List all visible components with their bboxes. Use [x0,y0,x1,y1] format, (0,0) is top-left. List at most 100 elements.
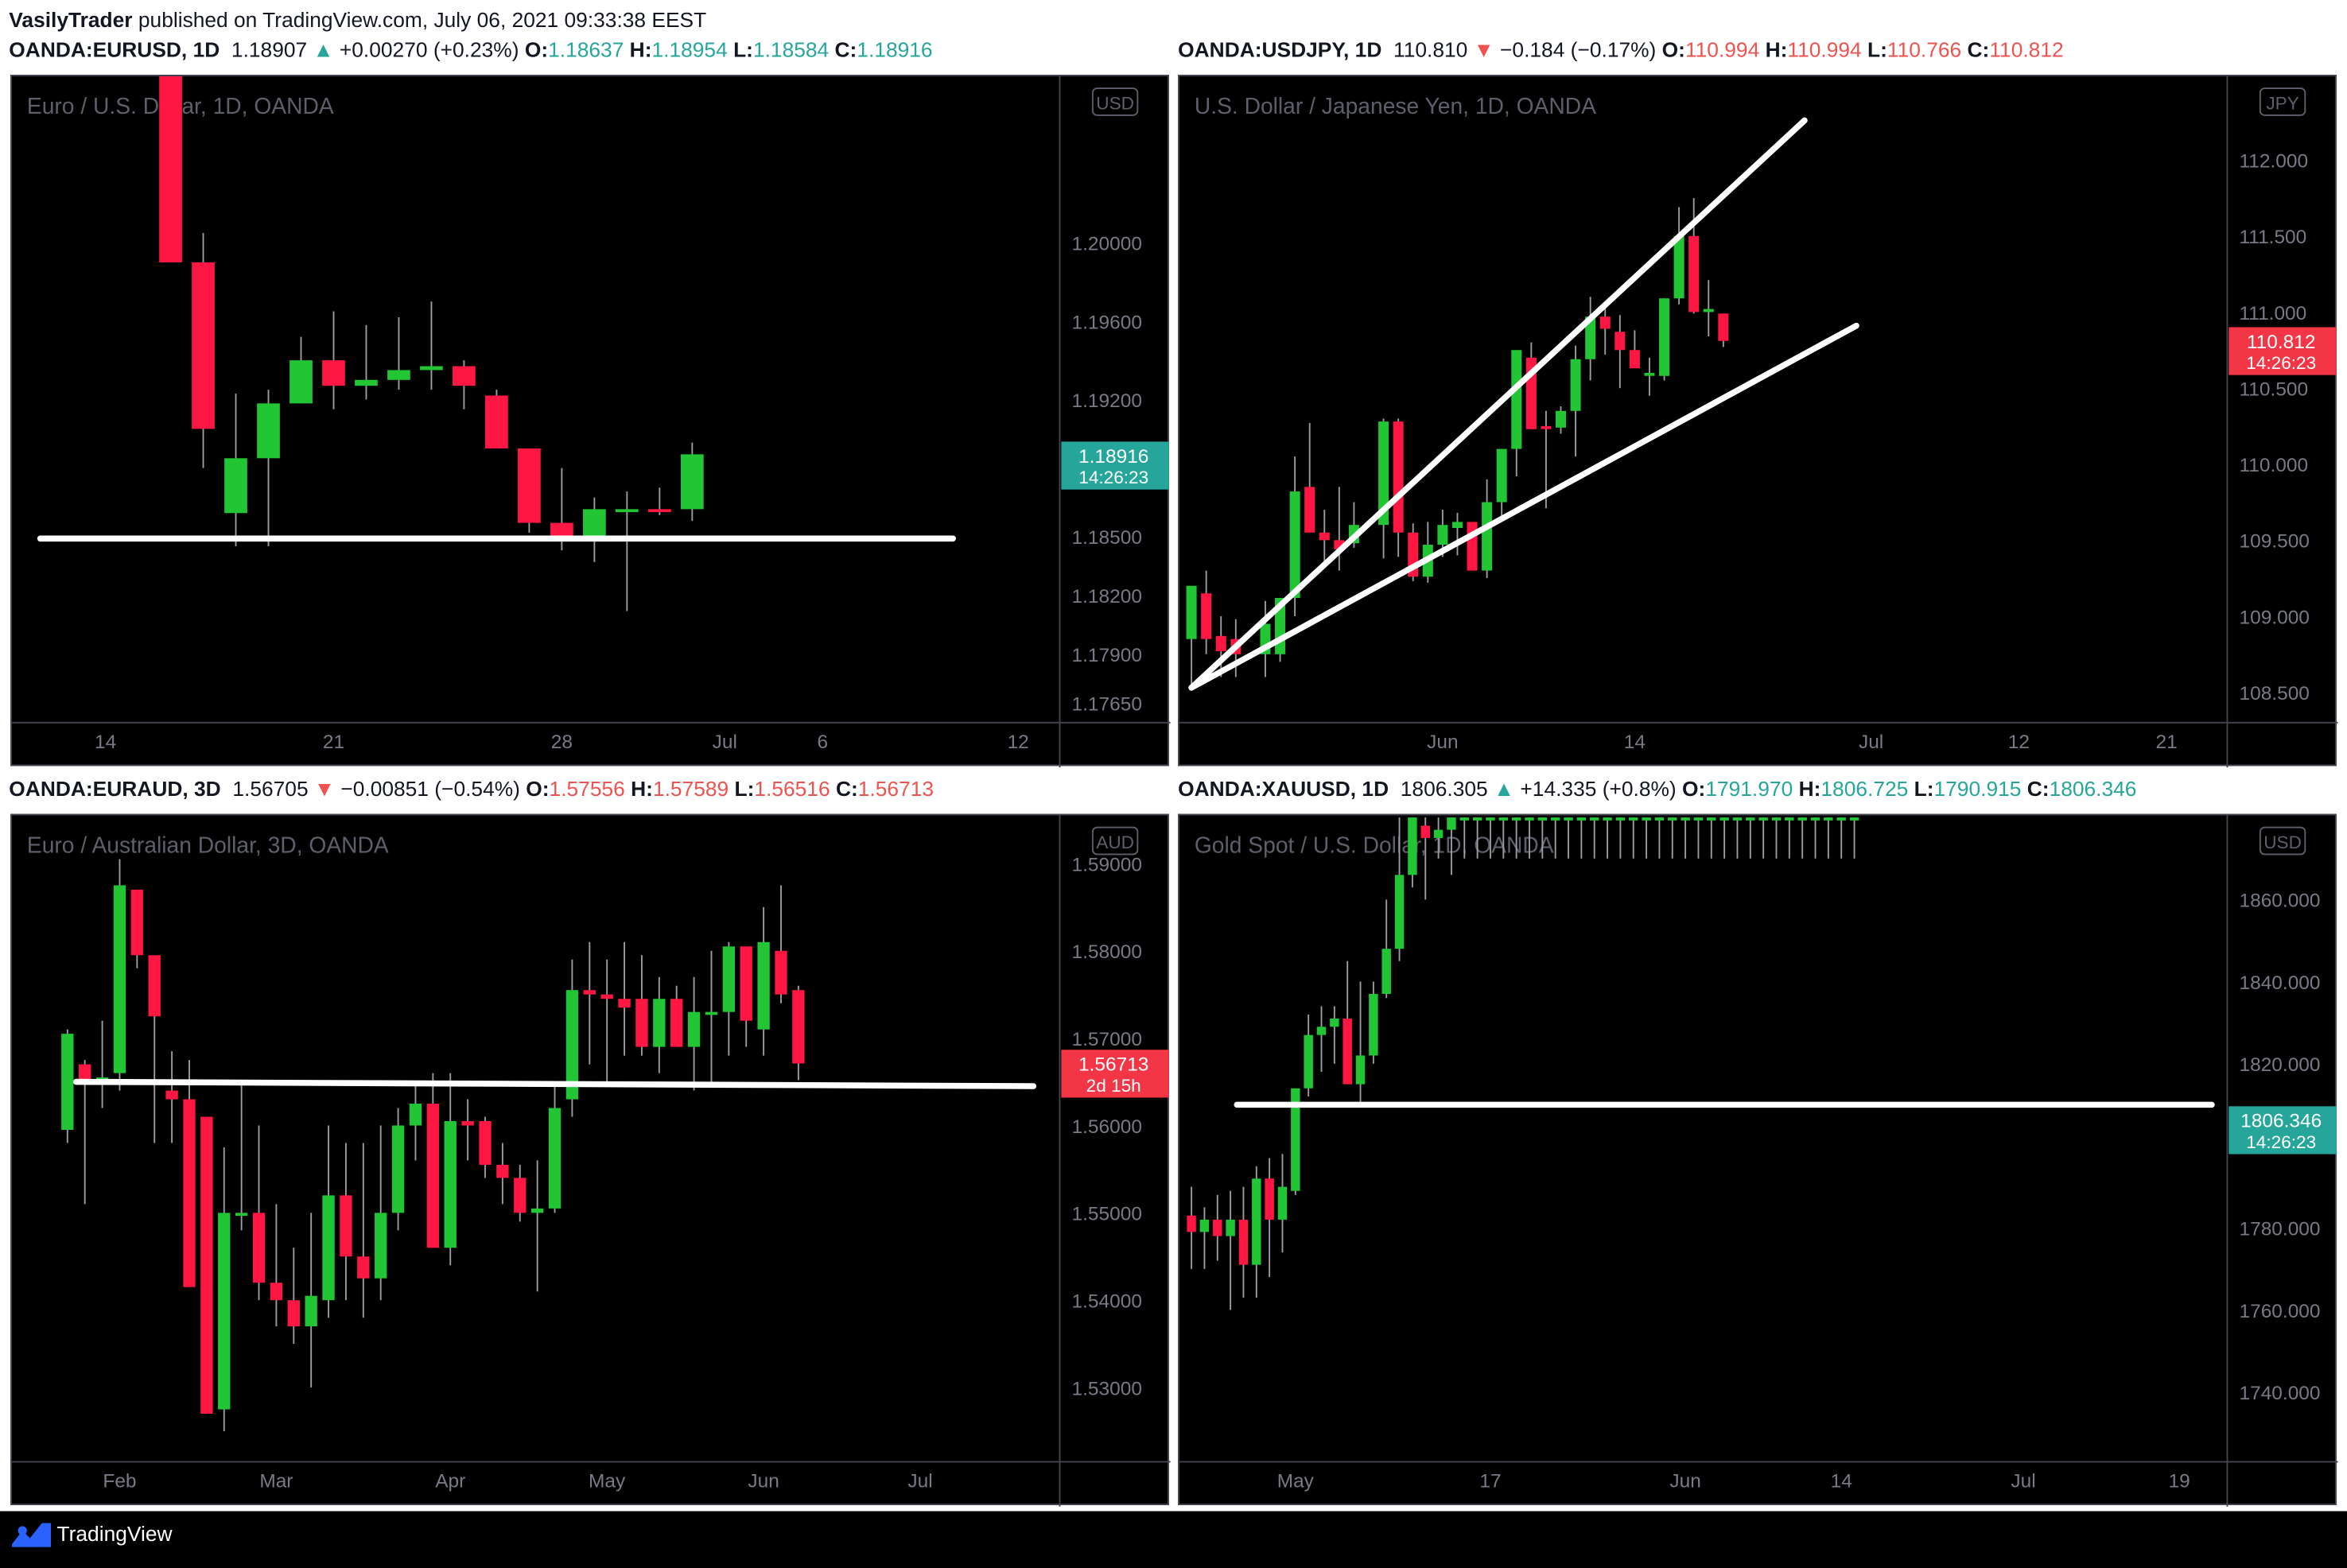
candle-body[interactable] [1472,817,1482,821]
currency-badge[interactable]: USD [1091,87,1139,116]
trend-line[interactable] [1188,117,1808,691]
candle-body[interactable] [1289,491,1300,599]
candle-body[interactable] [583,509,606,539]
candle-body[interactable] [305,1295,317,1327]
candle-body[interactable] [1201,593,1212,639]
candle-body[interactable] [453,366,476,386]
candle-body[interactable] [479,1120,492,1165]
candle-body[interactable] [600,994,613,999]
candle-body[interactable] [1555,410,1566,428]
candle-body[interactable] [1654,817,1665,821]
candle-body[interactable] [1334,540,1345,549]
candle-body[interactable] [1226,1219,1235,1236]
candle-body[interactable] [387,370,410,380]
candle-body[interactable] [705,1011,718,1015]
candle-body[interactable] [375,1213,387,1279]
candle-body[interactable] [1213,1219,1222,1236]
candle-body[interactable] [420,366,443,371]
ticker-symbol[interactable]: OANDA:XAUUSD, 1D [1178,776,1389,801]
candle-body[interactable] [1615,332,1626,351]
candle-body[interactable] [1447,817,1456,830]
candle-body[interactable] [1603,817,1612,821]
candle-body[interactable] [1797,817,1807,821]
candle-body[interactable] [496,1164,509,1178]
candle-body[interactable] [1186,585,1197,639]
candle-body[interactable] [1369,994,1378,1056]
candle-body[interactable] [1277,1186,1288,1220]
candle-body[interactable] [113,885,126,1073]
candle-body[interactable] [775,950,787,995]
candle-body[interactable] [1355,1055,1366,1085]
candle-body[interactable] [355,379,378,386]
candle-body[interactable] [1629,350,1640,369]
candle-body[interactable] [1824,817,1833,821]
candle-body[interactable] [1836,817,1846,821]
candle-body[interactable] [1304,487,1315,533]
chart-euraud[interactable]: Euro / Australian Dollar, 3D, OANDA 1.590… [12,815,1171,1507]
candle-body[interactable] [79,1064,91,1082]
candle-body[interactable] [289,360,313,404]
candle-body[interactable] [1758,817,1768,821]
candle-body[interactable] [1564,817,1573,821]
candle-body[interactable] [257,403,280,459]
candle-body[interactable] [1265,1178,1274,1220]
candle-body[interactable] [1688,235,1700,312]
candle-body[interactable] [1642,817,1651,821]
candle-body[interactable] [1378,421,1389,526]
candle-body[interactable] [1576,817,1587,821]
candle-body[interactable] [1673,235,1684,299]
candle-body[interactable] [183,1099,196,1287]
candle-body[interactable] [1482,502,1493,571]
candle-body[interactable] [1746,817,1755,821]
candle-body[interactable] [757,941,770,1030]
candle-body[interactable] [1252,1178,1261,1265]
ticker-symbol[interactable]: OANDA:EURUSD, 1D [9,37,220,62]
chart-panel-euraud[interactable]: Euro / Australian Dollar, 3D, OANDA 1.590… [10,813,1171,1507]
candle-body[interactable] [159,76,182,262]
candle-body[interactable] [1330,1018,1339,1027]
candle-body[interactable] [357,1256,370,1279]
chart-xauusd[interactable]: Gold Spot / U.S. Dollar, 1D, OANDA 1860.0… [1179,815,2338,1507]
candle-body[interactable] [1238,1219,1249,1265]
tradingview-brand[interactable]: TradingView [56,1521,173,1546]
tradingview-logo-icon[interactable] [9,1517,53,1553]
candle-body[interactable] [1707,817,1716,821]
chart-panel-usdjpy[interactable]: U.S. Dollar / Japanese Yen, 1D, OANDA 112… [1178,75,2338,768]
candle-body[interactable] [1199,1219,1210,1232]
candle-body[interactable] [1785,817,1794,821]
candle-body[interactable] [444,1120,457,1248]
candle-body[interactable] [1496,448,1507,503]
candle-body[interactable] [583,990,596,995]
candle-body[interactable] [252,1213,266,1283]
candle-body[interactable] [1511,350,1522,449]
candle-body[interactable] [1451,522,1463,529]
candle-body[interactable] [409,1104,422,1126]
candle-body[interactable] [530,1208,544,1213]
candle-body[interactable] [616,509,639,513]
candle-body[interactable] [1525,817,1534,821]
chart-usdjpy[interactable]: U.S. Dollar / Japanese Yen, 1D, OANDA 112… [1179,76,2338,768]
candle-body[interactable] [518,448,541,523]
currency-badge[interactable]: AUD [1091,826,1139,856]
candle-body[interactable] [1511,817,1521,821]
candle-body[interactable] [322,360,345,386]
currency-badge[interactable]: USD [2259,826,2306,856]
chart-panel-eurusd[interactable]: Euro / U.S. Dollar, 1D, OANDA1.200001.19… [10,75,1171,768]
candle-body[interactable] [1585,316,1596,359]
candle-body[interactable] [1459,817,1469,821]
trend-line[interactable] [1188,322,1859,691]
candle-body[interactable] [192,262,215,429]
candle-body[interactable] [1437,525,1448,545]
candle-body[interactable] [224,458,247,514]
candle-body[interactable] [1498,817,1509,821]
candle-body[interactable] [130,889,144,956]
candle-body[interactable] [270,1283,283,1301]
candle-body[interactable] [1771,817,1782,821]
candle-body[interactable] [461,1120,474,1126]
candle-body[interactable] [1537,817,1548,821]
candle-body[interactable] [1394,875,1405,949]
candle-body[interactable] [485,395,508,448]
candle-body[interactable] [1589,817,1599,821]
candle-body[interactable] [287,1300,300,1327]
candle-body[interactable] [1849,817,1859,821]
